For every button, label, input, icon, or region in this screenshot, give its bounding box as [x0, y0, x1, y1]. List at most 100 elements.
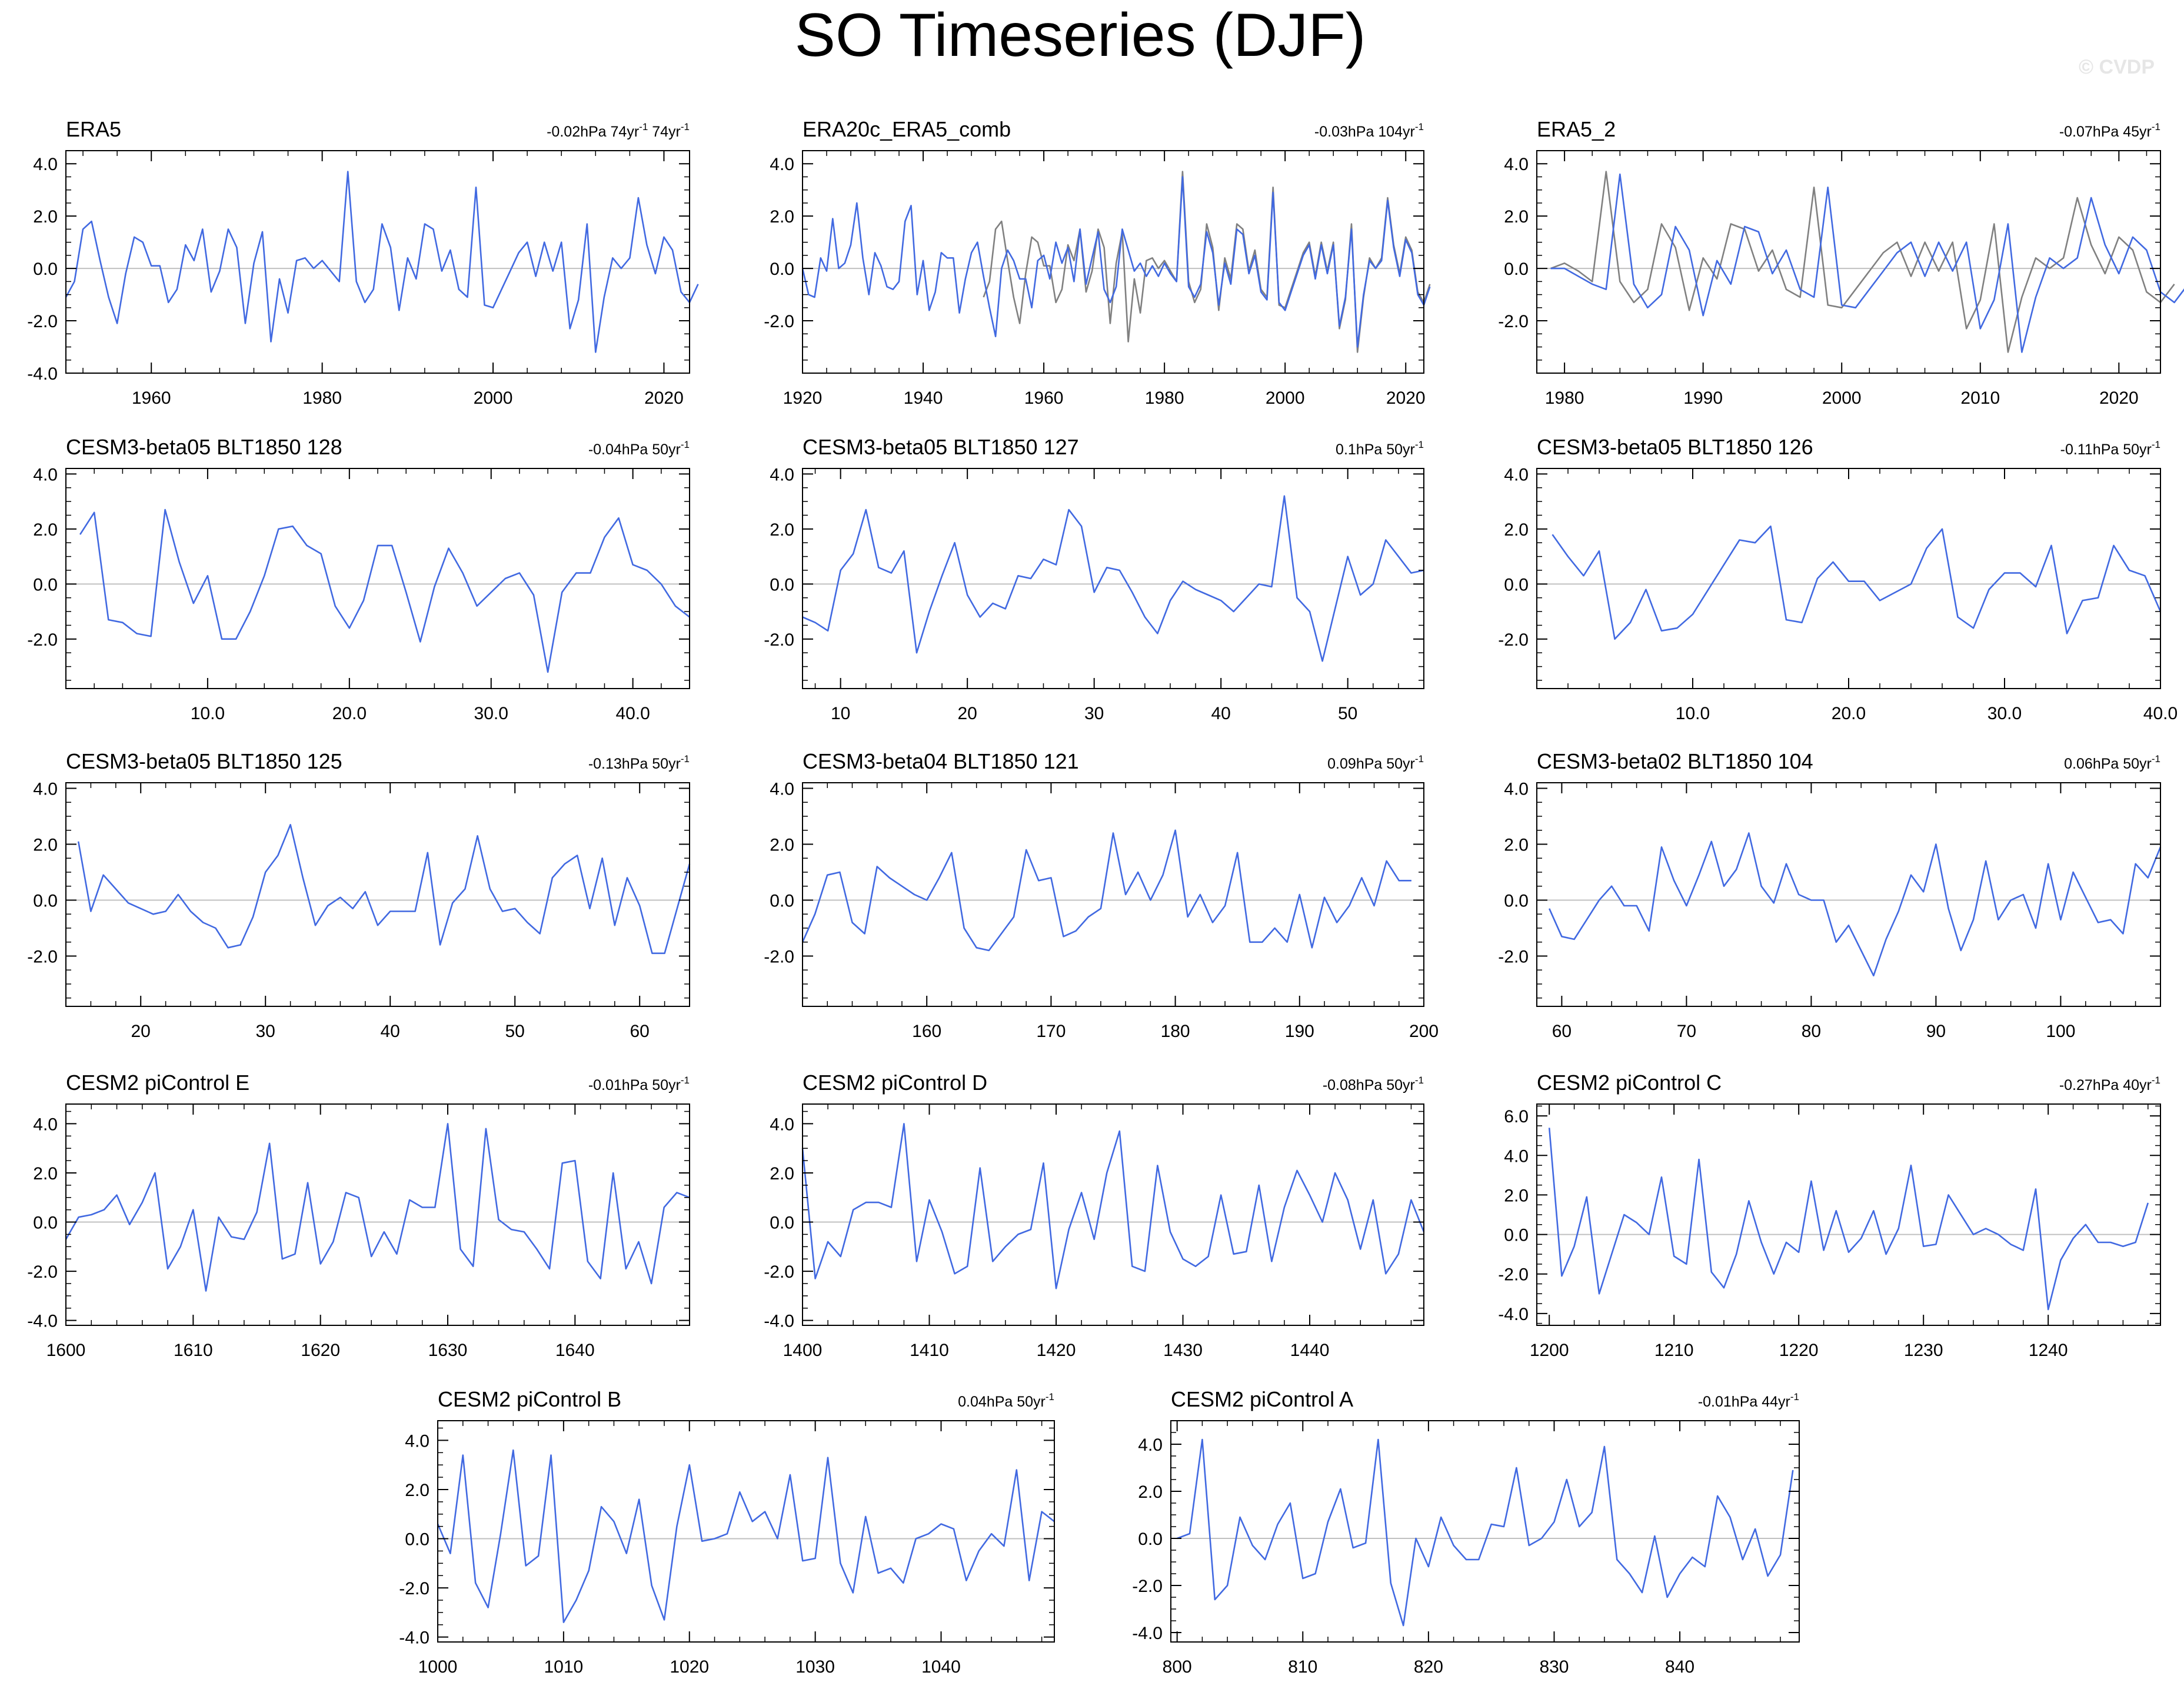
plot-frame — [1536, 468, 2161, 689]
x-tick-label: 810 — [1288, 1657, 1317, 1677]
x-tick-label: 200 — [1409, 1022, 1439, 1041]
y-tick-label: -2.0 — [399, 1579, 430, 1598]
panel-trend: -0.07hPa 45yr-1 — [2059, 121, 2160, 140]
x-tick-label: 40.0 — [2143, 704, 2178, 723]
x-tick-label: 1630 — [428, 1341, 468, 1360]
trend-text: -0.11hPa 50yr — [2060, 441, 2152, 458]
x-tick-label: 50 — [1338, 704, 1357, 723]
plot-frame — [65, 468, 690, 689]
panel-10: -4.0 -2.0 0.0 2.0 4.0 1600 1610 1620 1630 1640 CES… — [27, 1071, 690, 1360]
x-tick-label: 1620 — [301, 1341, 340, 1360]
y-tick-label: 0.0 — [1504, 892, 1529, 911]
y-tick-label: -2.0 — [1132, 1577, 1163, 1596]
x-tick-label: 20 — [957, 704, 977, 723]
x-tick-label: 80 — [1802, 1022, 1821, 1041]
series-line-E — [65, 1123, 690, 1292]
x-tick-label: 1960 — [1024, 388, 1064, 408]
panel-title: CESM2 piControl C — [1537, 1071, 1722, 1095]
y-tick-label: -4.0 — [399, 1628, 430, 1648]
y-tick-label: -2.0 — [764, 630, 794, 650]
x-tick-label: 2000 — [1266, 388, 1305, 408]
x-tick-label: 10.0 — [1676, 704, 1710, 723]
series-line-ERA5_2 — [1550, 173, 2184, 353]
watermark-text: © CVDP — [2079, 56, 2155, 78]
series-line-B — [437, 1449, 1055, 1623]
y-tick-label: 4.0 — [33, 465, 58, 484]
trend-text-2: 74yr — [648, 124, 681, 140]
y-tick-label: 4.0 — [770, 465, 794, 484]
y-tick-label: 2.0 — [770, 520, 794, 540]
x-tick-label: 840 — [1665, 1657, 1694, 1677]
x-tick-label: 1940 — [904, 388, 943, 408]
y-tick-label: 2.0 — [1504, 836, 1529, 855]
plot-frame — [65, 1103, 690, 1326]
x-tick-label: 800 — [1163, 1657, 1192, 1677]
series-line-obs — [983, 171, 1431, 353]
series-line-A — [1177, 1438, 1794, 1627]
panel-trend: 0.04hPa 50yr-1 — [958, 1391, 1054, 1410]
panel-trend: -0.04hPa 50yr-1 — [588, 439, 690, 458]
panel-trend: 0.1hPa 50yr-1 — [1336, 439, 1424, 458]
y-tick-label: 4.0 — [770, 155, 794, 174]
x-tick-label: 2020 — [2099, 388, 2139, 408]
y-tick-label: 4.0 — [405, 1431, 430, 1451]
trend-text: 0.09hPa 50yr — [1327, 756, 1415, 772]
x-tick-label: 1600 — [46, 1341, 86, 1360]
x-tick-label: 160 — [912, 1022, 941, 1041]
panel-title: CESM3-beta05 BLT1850 128 — [66, 435, 342, 459]
y-tick-label: 0.0 — [770, 260, 794, 279]
panel-7: -2.0 0.0 2.0 4.0 20 30 40 50 60 CESM3-beta05 BLT1… — [27, 749, 691, 1041]
x-tick-label: 1420 — [1037, 1341, 1076, 1360]
x-tick-label: 10 — [831, 704, 850, 723]
x-tick-label: 2020 — [1386, 388, 1426, 408]
x-tick-label: 1980 — [1145, 388, 1184, 408]
panel-title: CESM2 piControl D — [803, 1071, 987, 1095]
y-tick-label: -2.0 — [27, 312, 58, 331]
series-line-obs — [1550, 171, 2175, 353]
panel-3: -2.0 0.0 2.0 4.0 1980 1990 2000 2010 2020 ERA5_2 -… — [1498, 117, 2184, 408]
plot-frame — [802, 1103, 1424, 1326]
x-tick-label: 40 — [381, 1022, 400, 1041]
y-tick-label: 2.0 — [770, 207, 794, 227]
x-tick-label: 20.0 — [1832, 704, 1866, 723]
panel-title: CESM2 piControl A — [1171, 1387, 1353, 1411]
series-line-C — [1548, 1128, 2149, 1311]
panel-8: -2.0 0.0 2.0 4.0 160 170 180 190 200 CESM3-beta04… — [764, 749, 1439, 1041]
x-tick-label: 1030 — [795, 1657, 835, 1677]
y-tick-label: -2.0 — [1498, 1265, 1529, 1285]
y-tick-label: 4.0 — [1504, 1146, 1529, 1166]
y-tick-label: 0.0 — [770, 1214, 794, 1233]
y-tick-label: 4.0 — [33, 155, 58, 174]
y-tick-label: 2.0 — [1504, 1186, 1529, 1205]
y-tick-label: -4.0 — [27, 1312, 58, 1331]
trend-superscript: -1 — [2152, 121, 2160, 132]
y-tick-label: -2.0 — [1498, 312, 1529, 331]
trend-superscript: -1 — [1415, 753, 1424, 764]
panel-title: ERA5 — [66, 117, 121, 141]
plot-frame — [802, 468, 1424, 689]
x-tick-label: 2020 — [644, 388, 684, 408]
panel-trend: -0.27hPa 40yr-1 — [2059, 1075, 2160, 1093]
panel-title: ERA20c_ERA5_comb — [803, 117, 1011, 141]
plot-frame — [1536, 150, 2161, 374]
trend-text: -0.27hPa 40yr — [2059, 1077, 2152, 1093]
series-line-128 — [79, 508, 690, 673]
trend-text: -0.03hPa 104yr — [1314, 124, 1415, 140]
y-tick-label: 2.0 — [405, 1481, 430, 1500]
x-tick-label: 1200 — [1530, 1341, 1569, 1360]
plot-frame — [1536, 782, 2161, 1007]
y-tick-label: 2.0 — [770, 1164, 794, 1184]
panel-5: -2.0 0.0 2.0 4.0 10 20 30 40 50 CESM3-beta05 BLT1… — [764, 435, 1424, 723]
x-tick-label: 1990 — [1683, 388, 1723, 408]
y-tick-label: -4.0 — [1498, 1305, 1529, 1324]
x-tick-label: 90 — [1926, 1022, 1946, 1041]
y-tick-label: 4.0 — [1504, 465, 1529, 484]
x-tick-label: 70 — [1677, 1022, 1696, 1041]
y-tick-label: 4.0 — [1504, 780, 1529, 799]
x-tick-label: 30 — [1084, 704, 1104, 723]
y-tick-label: 2.0 — [33, 207, 58, 227]
y-tick-label: 2.0 — [33, 520, 58, 540]
trend-superscript: -1 — [2152, 1075, 2160, 1086]
y-tick-label: -2.0 — [27, 630, 58, 650]
